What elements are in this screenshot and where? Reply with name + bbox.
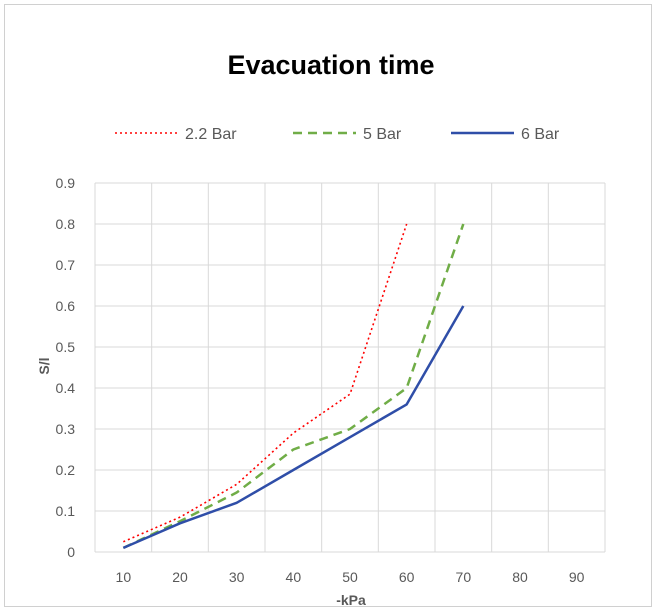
series-line-1: [123, 223, 408, 543]
x-tick-label: 80: [512, 569, 528, 585]
y-axis-label: S/l: [36, 357, 52, 374]
chart-title: Evacuation time: [227, 50, 434, 80]
x-axis-label: -kPa: [336, 592, 366, 608]
y-tick-label: 0: [67, 544, 75, 560]
x-tick-label: 20: [172, 569, 188, 585]
series-lines: [122, 223, 465, 550]
series-line-3: [122, 305, 465, 550]
y-axis-ticks: 0 0.1 0.2 0.3 0.4 0.5 0.6 0.7 0.8 0.9: [56, 175, 76, 560]
gridlines: [94, 182, 606, 553]
y-tick-label: 0.6: [56, 298, 76, 314]
y-tick-label: 0.3: [56, 421, 76, 437]
y-tick-label: 0.2: [56, 462, 76, 478]
legend-label: 5 Bar: [363, 126, 402, 143]
x-axis-ticks: 10 20 30 40 50 60 70 80 90: [116, 569, 585, 585]
y-tick-label: 0.1: [56, 503, 76, 519]
x-tick-label: 10: [116, 569, 132, 585]
y-tick-label: 0.5: [56, 339, 76, 355]
y-tick-label: 0.8: [56, 216, 76, 232]
y-tick-label: 0.7: [56, 257, 76, 273]
x-tick-label: 90: [569, 569, 585, 585]
x-tick-label: 30: [229, 569, 245, 585]
legend: 2.2 Bar 5 Bar 6 Bar: [115, 126, 560, 143]
y-tick-label: 0.9: [56, 175, 76, 191]
legend-label: 6 Bar: [521, 126, 560, 143]
x-tick-label: 60: [399, 569, 415, 585]
x-tick-label: 40: [286, 569, 302, 585]
x-tick-label: 70: [456, 569, 472, 585]
y-tick-label: 0.4: [56, 380, 76, 396]
x-tick-label: 50: [342, 569, 358, 585]
series-line-2: [122, 223, 465, 550]
legend-label: 2.2 Bar: [185, 126, 237, 143]
